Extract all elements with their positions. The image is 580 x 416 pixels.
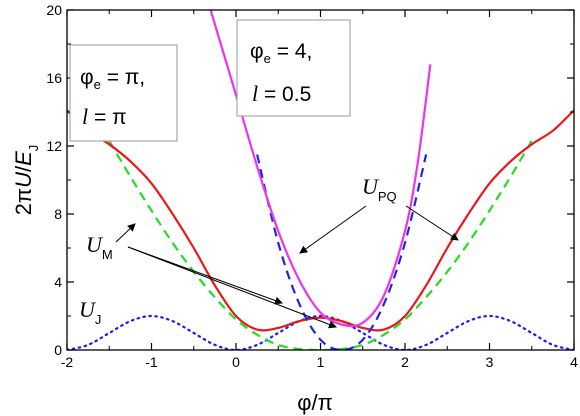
box2-phi: φ [250, 40, 264, 63]
svg-text:2πU/EJ: 2πU/EJ [11, 145, 41, 216]
box2-eq1: = 4, [271, 40, 312, 63]
y-axis-title-u: U [11, 172, 36, 188]
label-um: UM [86, 232, 113, 262]
y-tick-label: 12 [46, 138, 62, 154]
box2-l: l [252, 81, 258, 106]
annotation-box-1: φe = π, l = π [69, 44, 178, 142]
label-upq: UPQ [362, 174, 397, 204]
x-axis-title: φ/π [297, 390, 333, 415]
arrow-um-to-green [115, 223, 136, 243]
x-tick-label: 1 [317, 354, 325, 370]
x-tick-label: 4 [570, 354, 578, 370]
y-axis-title-prefix: 2π [11, 188, 36, 215]
y-axis-title: 2πU/EJ [11, 145, 41, 216]
box1-l: l [82, 104, 88, 129]
box2-e-sub: e [264, 51, 271, 66]
y-axis-title-sub: J [26, 145, 41, 152]
y-tick-label: 0 [54, 342, 62, 358]
x-tick-label: 3 [486, 354, 494, 370]
x-tick-label: -1 [145, 354, 158, 370]
box1-eq1: = π, [101, 66, 145, 89]
x-tick-label: -2 [61, 354, 74, 370]
series-layer [67, 10, 574, 350]
arrow-upq-right [405, 205, 459, 241]
y-tick-label: 16 [46, 70, 62, 86]
series-upq_magenta-line [209, 10, 432, 328]
svg-text:φe = π,: φe = π, [80, 66, 145, 92]
svg-text:l = 0.5: l = 0.5 [252, 81, 311, 106]
y-axis-title-e: E [11, 151, 36, 166]
y-axis-title-slash: / [11, 165, 36, 172]
annotation-box-2: φe = 4, l = 0.5 [236, 19, 351, 117]
y-tick-label: 20 [46, 2, 62, 18]
series-uj-line [67, 314, 574, 350]
arrow-um-to-blue [127, 246, 337, 329]
box1-eq2: = π [88, 106, 126, 129]
x-tick-label: 0 [232, 354, 240, 370]
series-um-line [67, 109, 574, 332]
box2-eq2: = 0.5 [258, 83, 311, 106]
y-tick-label: 8 [54, 206, 62, 222]
svg-text:φe = 4,: φe = 4, [250, 40, 312, 66]
box1-phi: φ [80, 66, 94, 89]
y-tick-label: 4 [54, 274, 62, 290]
x-tick-label: 2 [401, 354, 409, 370]
box1-e-sub: e [94, 77, 101, 92]
svg-text:l = π: l = π [82, 104, 127, 129]
arrow-um-to-red [127, 246, 283, 305]
arrow-upq-left [299, 205, 367, 254]
label-uj: UJ [79, 297, 101, 327]
